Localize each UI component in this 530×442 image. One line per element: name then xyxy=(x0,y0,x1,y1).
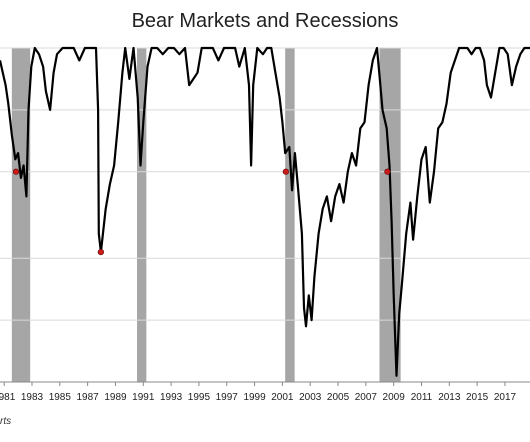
x-tick-label: 1981 xyxy=(0,392,16,403)
x-tick-label: 2007 xyxy=(355,392,378,403)
x-tick-label: 1993 xyxy=(160,392,183,403)
series-layer xyxy=(0,46,530,377)
x-tick-label: 1991 xyxy=(132,392,155,403)
x-tick-label: 2015 xyxy=(466,392,489,403)
gridlines xyxy=(0,47,530,383)
markers-layer xyxy=(12,168,391,256)
x-tick-label: 2003 xyxy=(299,392,322,403)
x-tick-label: 1995 xyxy=(188,392,211,403)
x-tick-label: 1985 xyxy=(49,392,72,403)
x-tick-label: 2013 xyxy=(438,392,461,403)
x-tick-label: 1983 xyxy=(21,392,44,403)
x-tick-label: 2009 xyxy=(383,392,406,403)
x-tick-label: 2017 xyxy=(494,392,517,403)
x-tick-label: 2001 xyxy=(271,392,294,403)
recession-band xyxy=(137,48,147,382)
chart-title: Bear Markets and Recessions xyxy=(131,10,399,32)
bear-market-marker xyxy=(282,168,289,175)
recession-bands xyxy=(11,48,401,382)
drawdown-line xyxy=(0,46,530,377)
x-tick-label: 1987 xyxy=(77,392,100,403)
x-tick-label: 2005 xyxy=(327,392,350,403)
x-tick-label: 1989 xyxy=(104,392,127,403)
recession-band xyxy=(285,48,295,382)
x-tick-label: 1999 xyxy=(243,392,266,403)
recession-band xyxy=(379,48,401,382)
x-tick-label: 2011 xyxy=(411,392,433,403)
source-note: rts xyxy=(0,416,12,427)
bear-market-marker xyxy=(12,168,20,175)
recession-band xyxy=(11,48,31,382)
bear-market-marker xyxy=(97,249,104,256)
x-tick-label: 1997 xyxy=(216,392,239,403)
x-axis: 1981 1983 1985 1987 1989 1991 1993 1995 1997 1999… xyxy=(0,381,530,403)
bear-market-marker xyxy=(384,168,391,175)
